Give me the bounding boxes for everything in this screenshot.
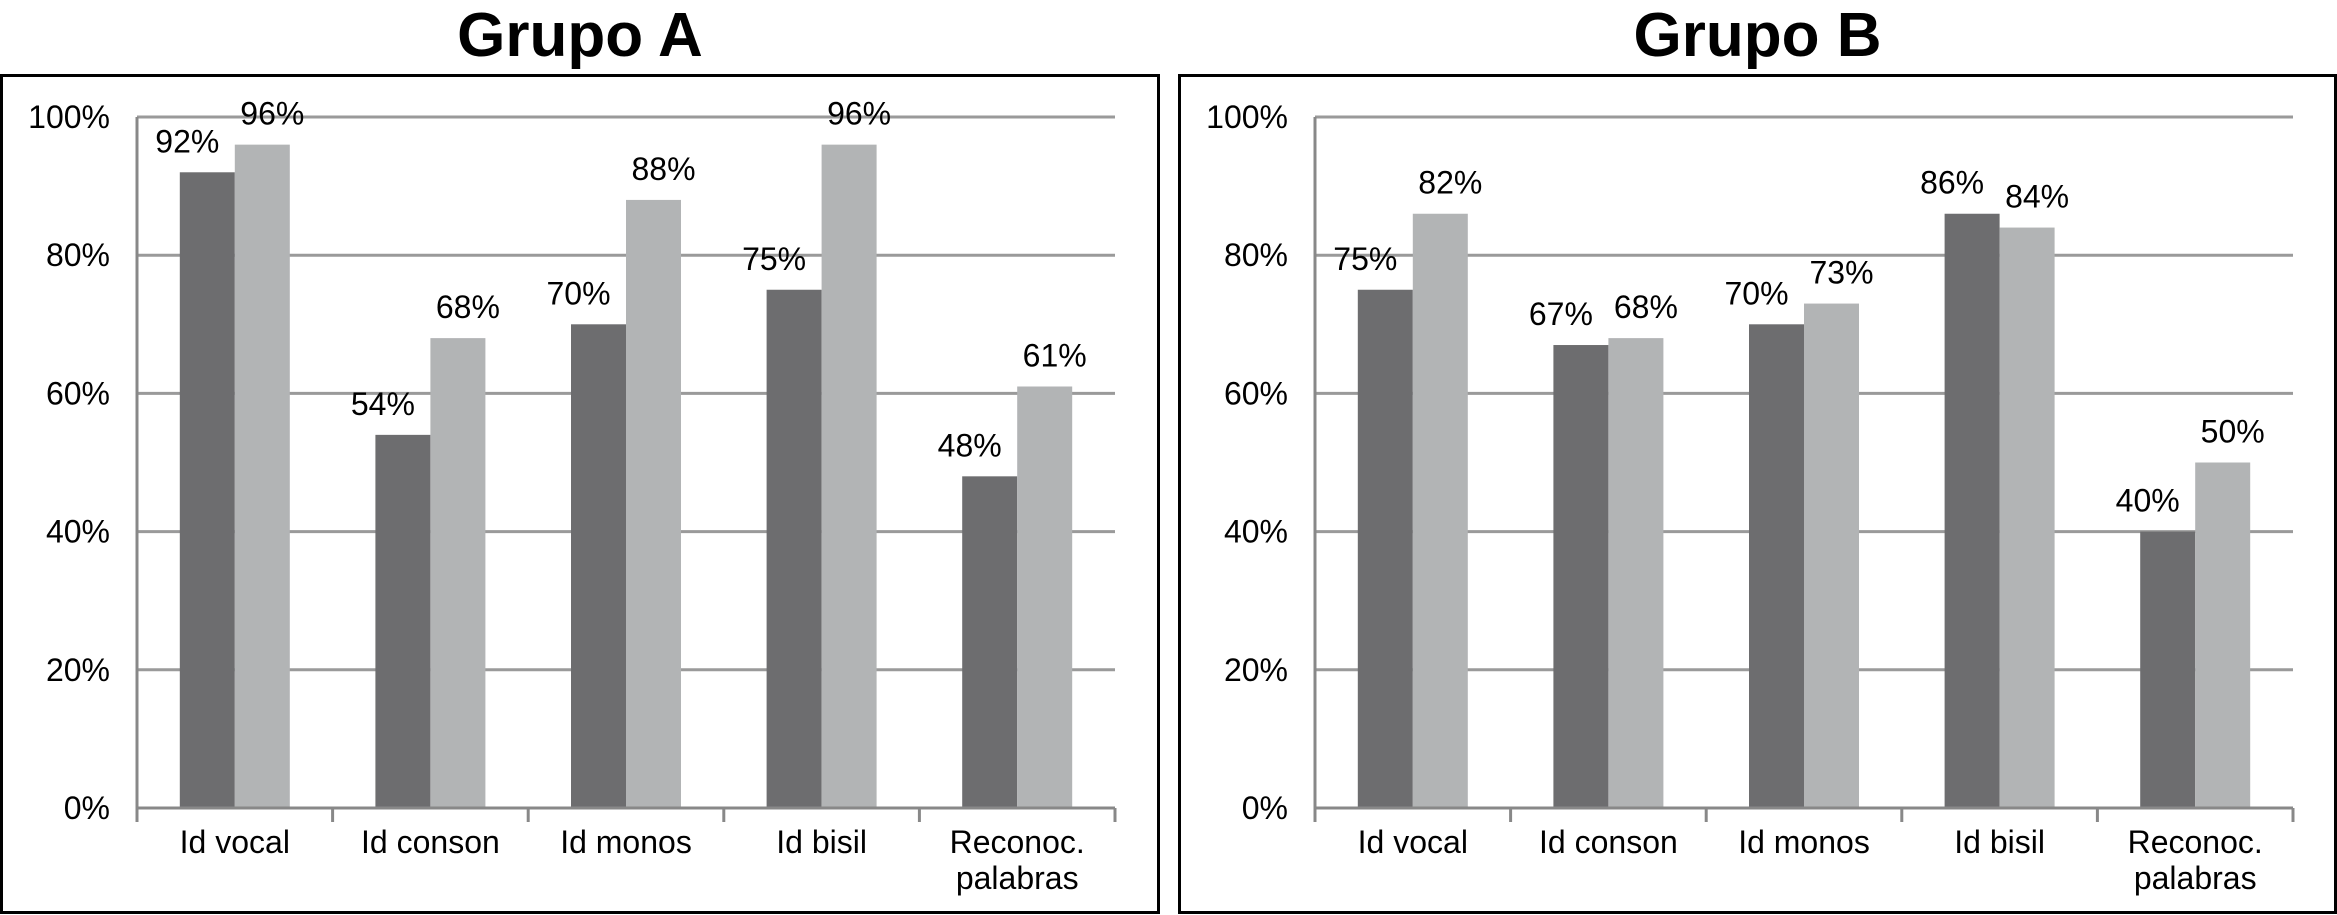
data-label: 61% <box>1023 337 1087 373</box>
x-tick-label: Id vocal <box>1358 824 1468 860</box>
bar-series-1 <box>571 324 626 808</box>
data-label: 70% <box>546 275 610 311</box>
data-label: 73% <box>1809 255 1873 291</box>
data-label: 82% <box>1418 165 1482 201</box>
chart-frame <box>0 74 1160 914</box>
bar-series-2 <box>1608 338 1664 808</box>
x-tick-label: Id bisil <box>1954 824 2045 860</box>
bar-series-1 <box>375 434 431 808</box>
x-tick-label: palabras <box>2134 860 2257 896</box>
data-label: 40% <box>2116 483 2180 519</box>
x-tick-label: Reconoc. <box>2128 824 2263 860</box>
bar-series-2 <box>626 199 681 809</box>
bar-series-1 <box>1944 213 2000 809</box>
bar-series-2 <box>430 338 486 808</box>
y-tick-label: 100% <box>28 99 110 135</box>
data-label: 92% <box>155 123 219 159</box>
data-label: 67% <box>1529 296 1593 332</box>
y-tick-label: 20% <box>1224 652 1288 688</box>
data-label: 70% <box>1724 275 1788 311</box>
data-label: 68% <box>1614 289 1678 325</box>
y-tick-label: 0% <box>64 790 110 826</box>
chart-panel-grupo-b: Grupo B 0% 20% 40% 60% 80% 100% 75% 67% 70% 86% 40… <box>1178 0 2337 915</box>
x-tick-label: Id monos <box>1738 824 1870 860</box>
bar-series-1 <box>1357 289 1413 808</box>
x-tick-label: Id monos <box>560 824 692 860</box>
bar-series-1 <box>962 476 1018 808</box>
bar-series-1 <box>1553 345 1609 808</box>
data-label: 75% <box>742 241 806 277</box>
chart-frame <box>1178 74 2337 914</box>
data-label: 86% <box>1920 165 1984 201</box>
data-label: 54% <box>351 386 415 422</box>
bar-chart-grupo-a: 0% 20% 40% 60% 80% 100% 92% 54% 70% 75% 48% 96% 68% 8… <box>28 96 1117 896</box>
x-tick-label: Reconoc. <box>950 824 1085 860</box>
bar-series-2 <box>1017 386 1073 808</box>
bar-series-2 <box>2195 462 2251 808</box>
data-label: 96% <box>827 96 891 132</box>
chart-title: Grupo A <box>457 1 703 70</box>
x-tick-label: Id conson <box>1539 824 1678 860</box>
data-label: 50% <box>2201 414 2265 450</box>
bar-series-1 <box>179 172 235 808</box>
bar-series-1 <box>2140 531 2196 808</box>
y-tick-label: 20% <box>46 652 110 688</box>
bar-series-2 <box>1804 303 1859 808</box>
x-tick-label: palabras <box>956 860 1079 896</box>
chart-panel-grupo-a: Grupo A 0% 20% 40% 60% 80% 100% 92% 54% 70% 75% 48… <box>0 0 1160 915</box>
bar-series-2 <box>234 144 290 808</box>
y-tick-label: 60% <box>1224 375 1288 411</box>
data-label: 96% <box>240 96 304 132</box>
x-tick-label: Id bisil <box>776 824 867 860</box>
y-tick-label: 40% <box>1224 514 1288 550</box>
chart-title: Grupo B <box>1633 1 1882 70</box>
data-label: 68% <box>436 289 500 325</box>
bar-series-1 <box>1749 324 1804 808</box>
bar-series-1 <box>766 289 822 808</box>
bar-series-2 <box>1412 213 1468 809</box>
bar-chart-grupo-b: 0% 20% 40% 60% 80% 100% 75% 67% 70% 86% 40% 82% 68% 7… <box>1206 99 2295 896</box>
bar-series-2 <box>1999 227 2055 808</box>
y-tick-label: 80% <box>46 237 110 273</box>
y-tick-label: 80% <box>1224 237 1288 273</box>
x-tick-label: Id conson <box>361 824 500 860</box>
y-tick-label: 0% <box>1242 790 1288 826</box>
data-label: 84% <box>2005 179 2069 215</box>
y-tick-label: 40% <box>46 514 110 550</box>
y-tick-label: 100% <box>1206 99 1288 135</box>
bar-series-2 <box>821 144 877 808</box>
data-label: 48% <box>938 427 1002 463</box>
data-label: 88% <box>631 151 695 187</box>
data-label: 75% <box>1333 241 1397 277</box>
y-tick-label: 60% <box>46 375 110 411</box>
x-tick-label: Id vocal <box>180 824 290 860</box>
